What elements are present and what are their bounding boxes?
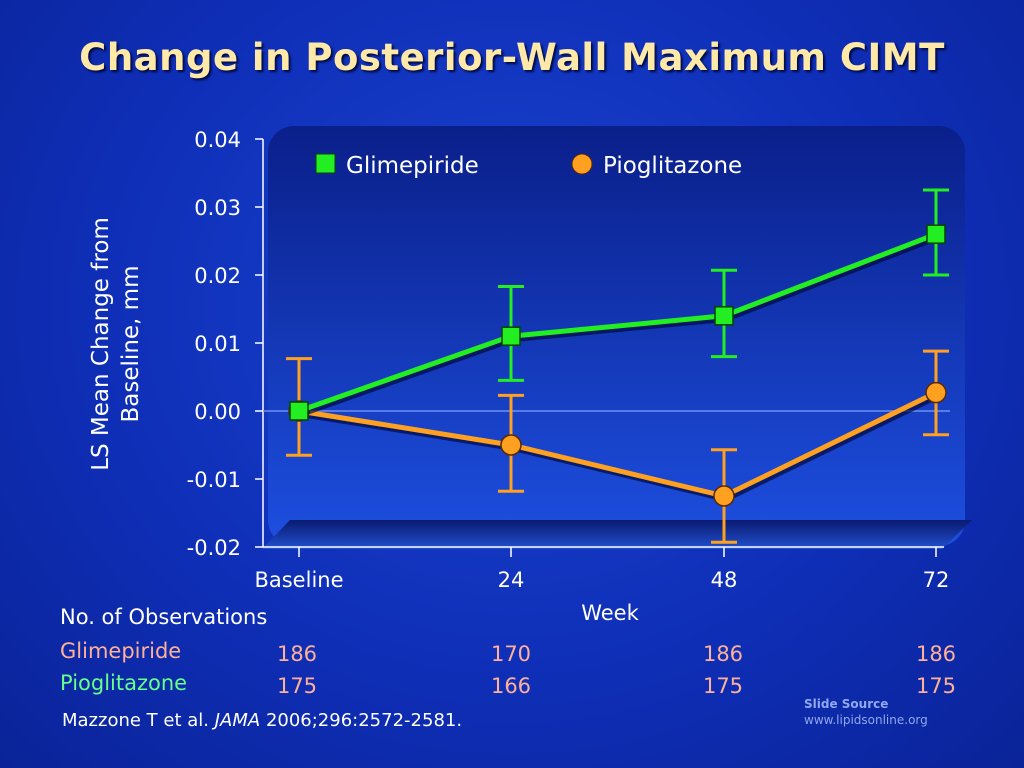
data-point-circle — [925, 381, 947, 404]
obs-glimepiride-72: 186 — [915, 642, 957, 666]
observations-pioglitazone-label: Pioglitazone — [60, 671, 188, 695]
x-tick-label: Baseline — [254, 568, 343, 592]
y-tick-label: 0.02 — [194, 264, 241, 288]
observations-heading: No. of Observations — [60, 605, 268, 629]
data-point-circle — [713, 485, 735, 507]
data-point-square — [926, 224, 946, 244]
data-point-square — [289, 401, 309, 421]
x-tick-label: 72 — [923, 568, 950, 592]
citation-authors: Mazzone T et al. — [62, 710, 209, 731]
legend-glimepiride-label: Glimepiride — [346, 153, 479, 179]
legend-glimepiride-marker — [315, 153, 336, 174]
citation-details: 2006;296:2572-2581. — [265, 710, 463, 731]
x-tick-label: 48 — [711, 568, 738, 592]
x-axis-label: Week — [581, 601, 639, 625]
data-point-square — [714, 306, 734, 326]
series-line-shadow — [300, 234, 940, 417]
slide-source-url: www.lipidsonline.org — [804, 713, 928, 727]
slide-source-title: Slide Source — [804, 697, 889, 711]
y-tick-label: 0.04 — [194, 128, 241, 152]
obs-glimepiride-baseline: 186 — [276, 642, 318, 666]
observations-glimepiride-label: Glimepiride — [60, 639, 182, 663]
series-glimepiride — [289, 188, 949, 421]
plot-background — [268, 126, 965, 546]
series-line — [298, 231, 937, 414]
legend-pioglitazone-label: Pioglitazone — [603, 153, 742, 179]
data-point-circle — [500, 434, 522, 456]
obs-pioglitazone-24: 166 — [490, 674, 532, 698]
obs-pioglitazone-baseline: 175 — [276, 674, 318, 698]
citation-journal: JAMA — [214, 710, 261, 731]
x-tick-label: 24 — [498, 568, 525, 592]
citation: Mazzone T et al. JAMA 2006;296:2572-2581… — [62, 710, 462, 731]
y-tick-label: -0.02 — [187, 536, 241, 560]
y-axis-label-line2: Baseline, mm — [118, 266, 144, 423]
y-tick-label: -0.01 — [187, 468, 241, 492]
y-tick-label: 0.01 — [194, 332, 241, 356]
y-tick-label: 0.00 — [194, 400, 241, 424]
y-tick-label: 0.03 — [194, 196, 241, 220]
data-point-square — [501, 326, 521, 346]
legend-pioglitazone-marker — [571, 153, 593, 175]
slide-title: Change in Posterior-Wall Maximum CIMT — [79, 36, 945, 79]
obs-pioglitazone-72: 175 — [915, 674, 957, 698]
obs-pioglitazone-48: 175 — [702, 674, 744, 698]
series-line — [298, 390, 938, 499]
y-axis-label-line1: LS Mean Change from — [88, 217, 114, 471]
obs-glimepiride-24: 170 — [490, 642, 532, 666]
obs-glimepiride-48: 186 — [702, 642, 744, 666]
plot-floor — [262, 520, 972, 549]
